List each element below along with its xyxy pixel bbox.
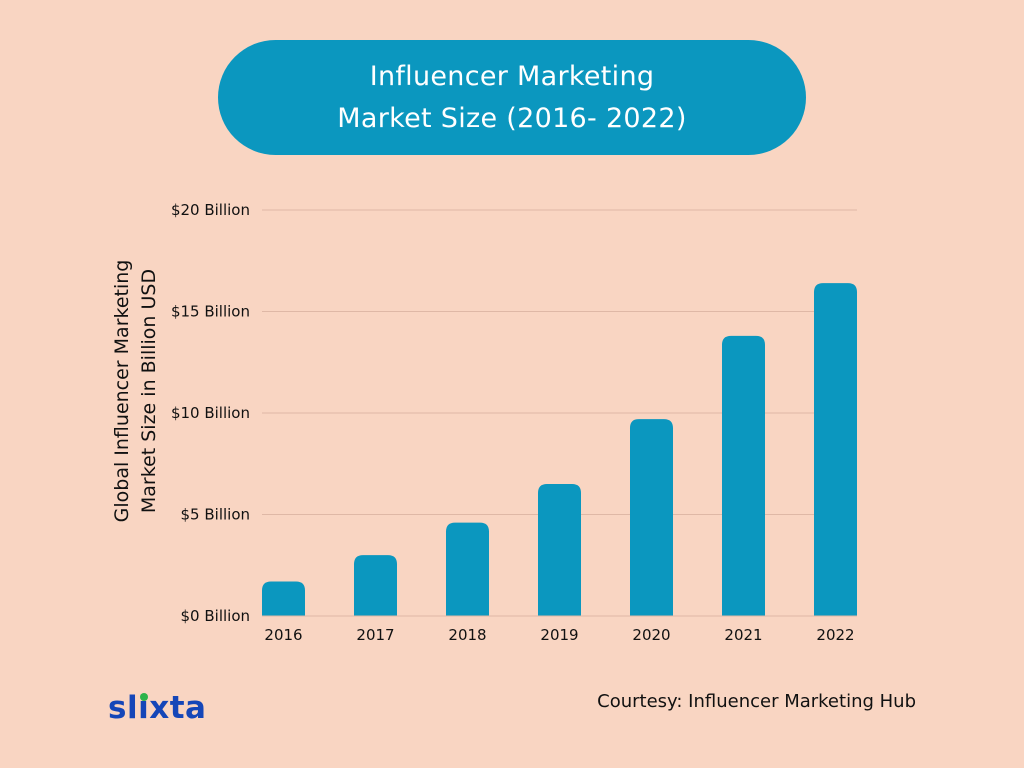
bar-2022 [814, 283, 857, 616]
y-tick-label: $5 Billion [181, 506, 251, 524]
logo-text-suffix: xta [149, 690, 207, 726]
courtesy-text: Courtesy: Influencer Marketing Hub [597, 691, 916, 712]
bar-2018 [446, 522, 489, 616]
x-tick-label: 2019 [540, 626, 578, 644]
slixta-logo: slixta [108, 690, 206, 726]
title-banner: Influencer Marketing Market Size (2016- … [218, 40, 806, 155]
y-tick-label: $10 Billion [171, 404, 250, 422]
x-tick-label: 2020 [632, 626, 670, 644]
x-tick-label: 2018 [448, 626, 486, 644]
bar-2017 [354, 555, 397, 616]
x-tick-label: 2022 [816, 626, 854, 644]
x-tick-label: 2016 [264, 626, 302, 644]
x-tick-label: 2021 [724, 626, 762, 644]
title-line-2: Market Size (2016- 2022) [337, 102, 687, 134]
y-tick-label: $0 Billion [181, 607, 251, 625]
bar-2016 [262, 581, 305, 616]
logo-text-i: i [138, 690, 150, 726]
y-tick-label: $15 Billion [171, 303, 250, 321]
y-tick-label: $20 Billion [171, 201, 250, 219]
bar-2020 [630, 419, 673, 616]
x-tick-label: 2017 [356, 626, 394, 644]
bar-2021 [722, 335, 765, 616]
title-line-1: Influencer Marketing [369, 60, 655, 92]
bar-2019 [538, 484, 581, 616]
logo-text-prefix: sl [108, 690, 139, 726]
